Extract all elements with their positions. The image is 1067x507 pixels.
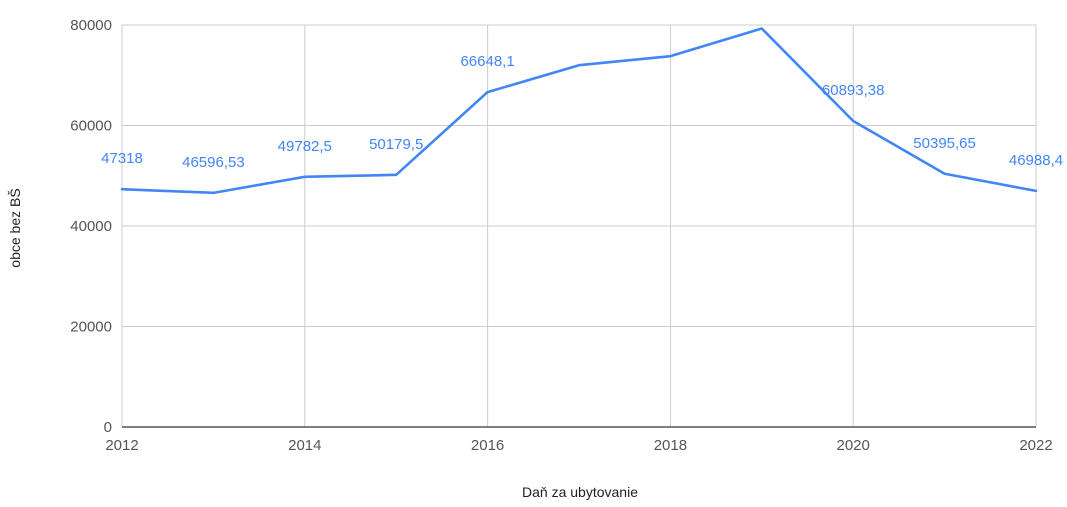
x-tick-label: 2016	[471, 437, 504, 454]
data-point	[211, 191, 215, 195]
data-point	[943, 172, 947, 176]
data-label: 50179,5	[369, 136, 423, 153]
data-label: 46596,53	[182, 154, 245, 171]
data-point	[760, 27, 764, 31]
data-point	[577, 63, 581, 67]
data-label: 66648,1	[460, 53, 514, 70]
x-tick-label: 2014	[288, 437, 321, 454]
data-point	[303, 175, 307, 179]
data-label: 50395,65	[913, 135, 976, 152]
data-label: 49782,5	[278, 138, 332, 155]
y-tick-label: 60000	[70, 118, 112, 135]
series-line	[120, 27, 1038, 195]
data-point	[394, 173, 398, 177]
y-tick-label: 40000	[70, 218, 112, 235]
y-tick-label: 20000	[70, 319, 112, 336]
data-point	[1034, 189, 1038, 193]
y-axis-title: obce bez BŠ	[7, 188, 23, 267]
y-tick-label: 80000	[70, 17, 112, 34]
data-point	[120, 187, 124, 191]
data-point	[486, 90, 490, 94]
x-axis-title: Daň za ubytovanie	[522, 484, 638, 500]
data-point	[668, 54, 672, 58]
x-tick-label: 2018	[654, 437, 687, 454]
data-point	[851, 119, 855, 123]
y-tick-label: 0	[104, 419, 112, 436]
x-tick-label: 2022	[1019, 437, 1052, 454]
x-tick-label: 2020	[837, 437, 870, 454]
data-label: 46988,4	[1009, 152, 1063, 169]
data-label: 47318	[101, 150, 143, 167]
x-tick-label: 2012	[105, 437, 138, 454]
data-label: 60893,38	[822, 82, 885, 99]
